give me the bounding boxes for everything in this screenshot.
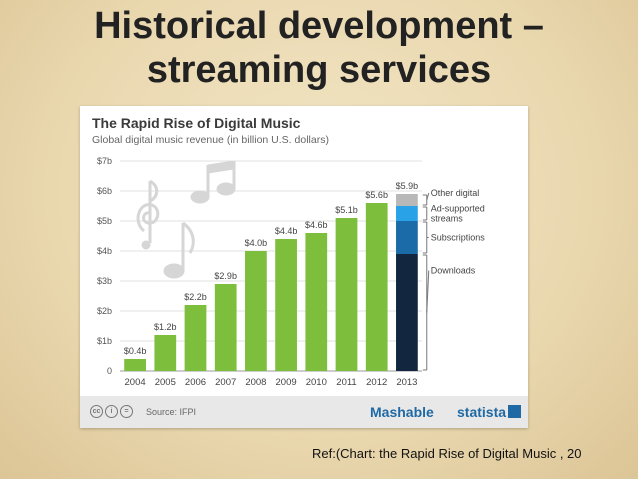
bar [214, 284, 237, 371]
chart-subtitle: Global digital music revenue (in billion… [92, 134, 329, 146]
music-notes-icon [136, 161, 236, 279]
legend-label: Subscriptions [431, 233, 486, 243]
bar [275, 239, 297, 371]
stacked-bar-segment [396, 254, 418, 371]
legend-label: Other digital [431, 188, 480, 198]
legend-label: Downloads [431, 266, 476, 276]
license-icons: cc i = [90, 405, 133, 418]
data-label: $1.2b [154, 322, 177, 332]
y-tick-label: $6b [97, 186, 112, 196]
stacked-bar-segment [396, 221, 418, 254]
legend-bracket [422, 221, 428, 254]
x-tick-label: 2009 [276, 377, 297, 388]
x-tick-label: 2005 [155, 377, 176, 388]
chart-source: Source: IFPI [146, 407, 197, 417]
chart-title: The Rapid Rise of Digital Music [92, 115, 301, 131]
statista-logo-text: statista [457, 404, 507, 420]
stacked-bar-segment [396, 194, 418, 206]
data-label: $2.9b [214, 271, 237, 281]
no-derivatives-icon: = [120, 405, 133, 418]
x-tick-label: 2010 [306, 377, 327, 388]
bar [245, 251, 267, 371]
data-label: $0.4b [124, 346, 147, 356]
data-label: $2.2b [184, 292, 207, 302]
data-label: $5.1b [335, 205, 358, 215]
chart-footer: cc i = Source: IFPI Mashable statista [80, 396, 528, 428]
bar-chart: 0 $1b $2b $3b $4b $5b $6b $7b $0.4b 2004 $1.2b 2005… [97, 156, 486, 388]
y-tick-label: $5b [97, 216, 112, 226]
legend-bracket [422, 194, 428, 206]
bar [335, 218, 358, 371]
y-tick-label: $7b [97, 156, 112, 166]
mashable-logo: Mashable [370, 404, 434, 420]
statista-logo-icon [508, 405, 521, 418]
y-tick-label: $3b [97, 276, 112, 286]
legend-bracket [422, 206, 428, 221]
slide-title: Historical development – streaming servi… [0, 4, 638, 92]
bar [184, 305, 207, 371]
y-tick-label: $4b [97, 246, 112, 256]
chart-card: 0 $1b $2b $3b $4b $5b $6b $7b $0.4b 2004 $1.2b 2005… [80, 106, 528, 428]
x-tick-label: 2008 [245, 377, 266, 388]
data-label: $4.0b [245, 238, 268, 248]
x-tick-label: 2011 [336, 377, 356, 388]
y-tick-label: $1b [97, 336, 112, 346]
y-tick-label: $2b [97, 306, 112, 316]
slide-title-line2: streaming services [146, 49, 492, 91]
x-tick-label: 2012 [366, 377, 387, 388]
bar [154, 335, 177, 371]
slide-title-line1: Historical development – [94, 5, 544, 47]
legend-leader [426, 270, 430, 313]
reference-text: Ref:(Chart: the Rapid Rise of Digital Mu… [312, 446, 582, 461]
legend-leader [426, 192, 430, 201]
data-label: $4.4b [275, 226, 298, 236]
data-label: $5.9b [396, 181, 419, 191]
legend-label: Ad-supported streams [431, 204, 485, 224]
attribution-icon: i [105, 405, 118, 418]
bar [305, 233, 328, 371]
stacked-bar-segment [396, 206, 418, 221]
data-label: $4.6b [305, 220, 328, 230]
x-tick-label: 2004 [125, 377, 146, 388]
legend-bracket [422, 254, 428, 371]
x-tick-label: 2013 [396, 377, 417, 388]
x-tick-label: 2007 [215, 377, 236, 388]
bar [124, 359, 146, 371]
y-tick-label: 0 [107, 366, 112, 376]
cc-icon: cc [90, 405, 103, 418]
bar [365, 203, 388, 371]
data-label: $5.6b [365, 190, 388, 200]
x-tick-label: 2006 [185, 377, 206, 388]
